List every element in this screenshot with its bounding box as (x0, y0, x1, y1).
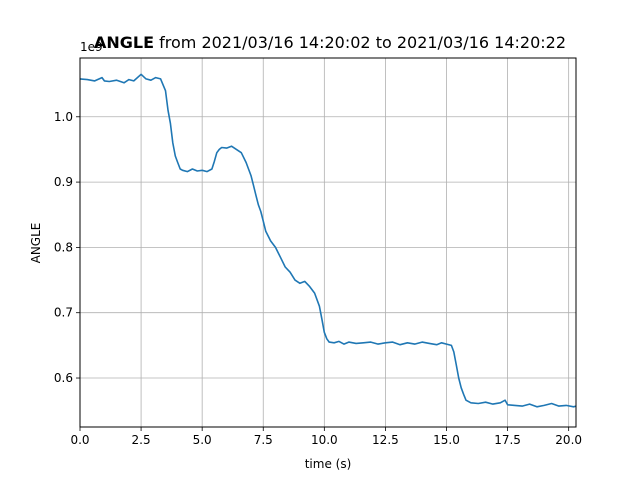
y-tick-label: 0.8 (54, 240, 73, 254)
x-tick-label: 7.5 (254, 433, 273, 447)
series-line (79, 73, 577, 408)
x-tick-label: 12.5 (372, 433, 399, 447)
y-axis-label: ANGLE (29, 223, 43, 264)
x-tick-label: 10.0 (311, 433, 338, 447)
grid-lines (79, 58, 576, 427)
y-tick-label: 0.6 (54, 371, 73, 385)
x-tick-label: 17.5 (494, 433, 521, 447)
x-axis-label: time (s) (305, 457, 352, 471)
chart-title: ANGLE from 2021/03/16 14:20:02 to 2021/0… (0, 33, 640, 52)
chart-title-rest: from 2021/03/16 14:20:02 to 2021/03/16 1… (154, 33, 566, 52)
chart-title-bold: ANGLE (94, 33, 155, 52)
x-tick-label: 15.0 (433, 433, 460, 447)
x-tick-label: 20.0 (555, 433, 582, 447)
x-tick-label: 0.0 (70, 433, 89, 447)
offset-text: 1e9 (80, 40, 103, 54)
x-tick-label: 5.0 (193, 433, 212, 447)
y-tick-label: 0.7 (54, 306, 73, 320)
plot-frame (79, 57, 577, 428)
tick-marks (76, 116, 570, 431)
x-tick-label: 2.5 (132, 433, 151, 447)
y-tick-label: 0.9 (54, 175, 73, 189)
y-tick-label: 1.0 (54, 110, 73, 124)
